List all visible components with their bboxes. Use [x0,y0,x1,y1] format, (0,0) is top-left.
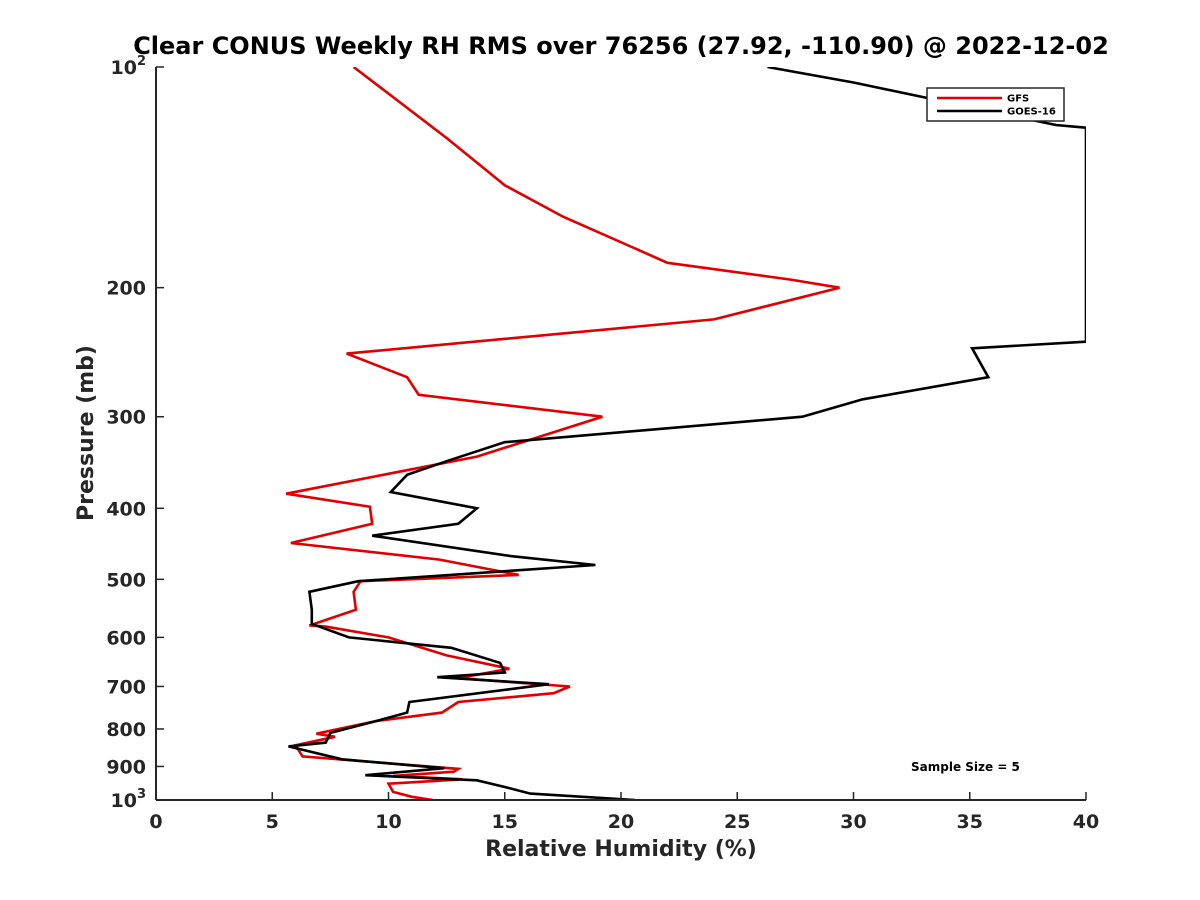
y-ticks: 102 200 300 400 500 600 700 800 900 103 [106,54,164,812]
series-line-gfs [285,67,840,800]
y-tick-label: 800 [106,719,146,741]
y-tick-label: 600 [106,627,146,649]
x-tick-label: 30 [840,811,866,833]
y-tick-label: 900 [106,756,146,778]
x-tick-label: 35 [957,811,983,833]
y-axis-title: Pressure (mb) [74,345,99,521]
legend-label-gfs: GFS [1007,94,1029,105]
x-tick-label: 40 [1073,811,1099,833]
legend-box [926,87,1065,122]
legend: GFS GOES-16 [926,87,1065,122]
legend-label-goes16: GOES-16 [1007,107,1056,118]
y-tick-label: 400 [106,498,146,520]
y-tick-label: 103 [111,787,147,812]
plot-area [155,67,1086,801]
sample-size-annotation: Sample Size = 5 [911,760,1020,774]
chart-title: Clear CONUS Weekly RH RMS over 76256 (27… [133,32,1109,60]
y-tick-label: 102 [111,54,147,79]
x-tick-label: 25 [724,811,750,833]
series-group [285,67,1086,800]
y-tick-label: 500 [106,569,146,591]
series-line-goes-16 [288,67,1086,800]
x-tick-label: 15 [492,811,518,833]
x-tick-label: 0 [149,811,162,833]
x-tick-label: 20 [608,811,634,833]
y-tick-label: 300 [106,407,146,429]
x-tick-label: 5 [266,811,279,833]
y-tick-label: 700 [106,676,146,698]
x-ticks: 0 5 10 15 20 25 30 35 40 [149,792,1099,833]
x-tick-label: 10 [375,811,401,833]
x-axis-title: Relative Humidity (%) [485,837,757,862]
y-tick-label: 200 [106,278,146,300]
